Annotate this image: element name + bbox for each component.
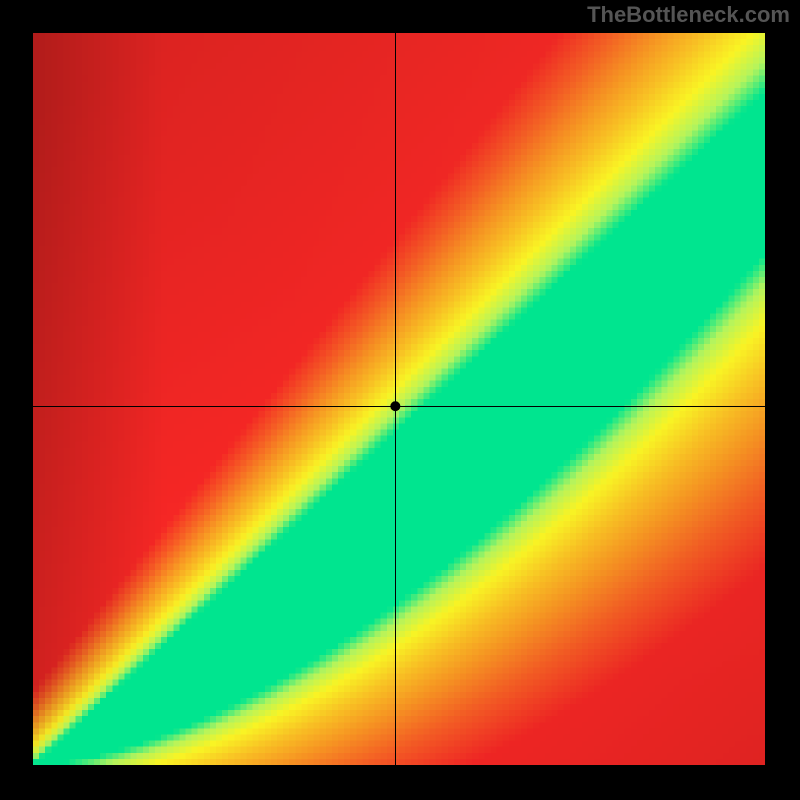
chart-container: TheBottleneck.com [0, 0, 800, 800]
heatmap-plot-area [33, 33, 765, 765]
crosshair-overlay [33, 33, 765, 765]
watermark-text: TheBottleneck.com [587, 2, 790, 28]
